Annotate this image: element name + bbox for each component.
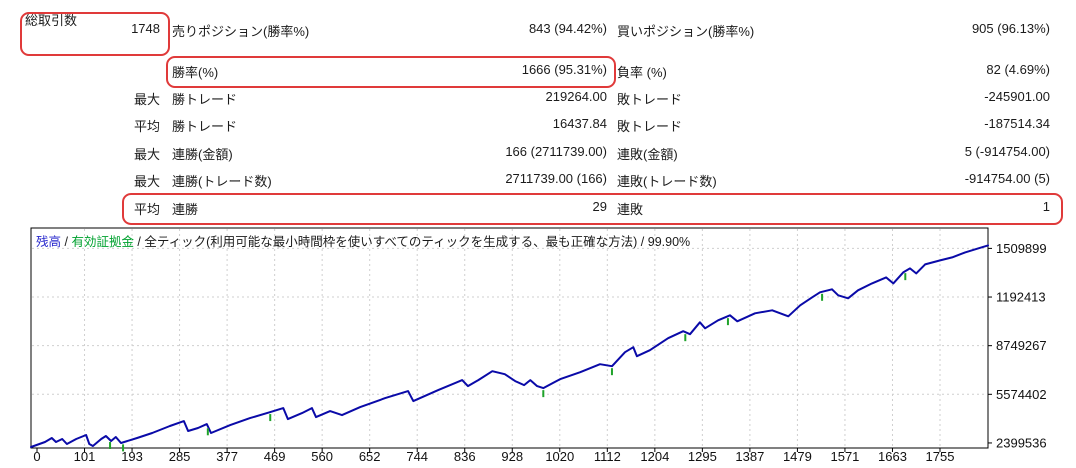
x-axis-label: 101: [74, 449, 96, 464]
x-axis-label: 1020: [545, 449, 574, 464]
x-axis-label: 560: [311, 449, 333, 464]
stat-value: 82 (4.69%): [986, 62, 1050, 77]
stats-row: 総取引数 1748 売りポジション(勝率%) 843 (94.42%) 買いポジション(…: [0, 13, 1076, 39]
legend-balance-label: 残高: [36, 235, 62, 249]
stats-row: 勝率(%) 1666 (95.31%) 負率 (%) 82 (4.69%): [0, 62, 1076, 80]
stat-value: -245901.00: [984, 89, 1050, 104]
x-axis-label: 285: [169, 449, 191, 464]
stat-prefix: 平均: [134, 202, 161, 217]
stat-value: 16437.84: [552, 116, 607, 131]
stats-row: 最大 勝トレード 219264.00 敗トレード -245901.00: [0, 89, 1076, 107]
stat-value: 2711739.00 (166): [505, 171, 607, 186]
x-axis-label: 928: [501, 449, 523, 464]
stat-value: -914754.00 (5): [964, 171, 1050, 186]
stat-label-total-trades: 総取引数: [25, 13, 78, 28]
x-axis-label: 1571: [830, 449, 859, 464]
x-axis-label: 1387: [735, 449, 764, 464]
x-axis-label: 1479: [783, 449, 812, 464]
x-axis-label: 1663: [878, 449, 907, 464]
stat-prefix: 最大: [134, 147, 161, 162]
stat-value: 1: [1042, 199, 1050, 214]
stat-label: 負率 (%): [617, 65, 667, 80]
stat-label: 勝トレード: [172, 119, 238, 134]
stat-label: 敗トレード: [617, 119, 683, 134]
stat-label: 連敗(トレード数): [617, 174, 717, 189]
stat-prefix: 平均: [134, 119, 161, 134]
stat-label: 連勝(金額): [172, 147, 233, 162]
stat-label: 買いポジション(勝率%): [617, 24, 755, 39]
y-axis-label: 5574402: [996, 387, 1047, 402]
stat-value: 219264.00: [545, 89, 607, 104]
x-axis-label: 1204: [640, 449, 669, 464]
x-axis-label: 652: [359, 449, 381, 464]
chart-border: [30, 227, 989, 449]
stat-value: 843 (94.42%): [528, 21, 607, 36]
stat-value: 5 (-914754.00): [964, 144, 1050, 159]
stat-prefix: 最大: [134, 174, 161, 189]
stat-label: 連勝(トレード数): [172, 174, 272, 189]
stat-label: 勝率(%): [172, 65, 219, 80]
stat-label: 売りポジション(勝率%): [172, 24, 310, 39]
y-axis-label: 1192413: [996, 290, 1046, 305]
stat-value: 905 (96.13%): [971, 21, 1050, 36]
x-axis-label: 469: [264, 449, 286, 464]
x-axis-label: 1112: [594, 449, 621, 464]
stat-value: 166 (2711739.00): [505, 144, 607, 159]
x-axis-label: 377: [216, 449, 238, 464]
legend-separator: /: [61, 235, 72, 249]
chart-legend: 残高 / 有効証拠金 / 全ティック(利用可能な最小時間枠を使いすべてのティック…: [36, 231, 690, 250]
stat-value: 29: [592, 199, 607, 214]
stat-label: 勝トレード: [172, 92, 238, 107]
y-axis-label: 2399536: [996, 435, 1047, 450]
legend-equity-label: 有効証拠金: [71, 235, 134, 249]
stats-row: 平均 連勝 29 連敗 1: [0, 199, 1076, 217]
stats-row: 最大 連勝(トレード数) 2711739.00 (166) 連敗(トレード数) -914…: [0, 171, 1076, 189]
stat-label: 敗トレード: [617, 92, 683, 107]
y-axis-label: 1509899: [996, 241, 1047, 256]
stat-prefix: 最大: [134, 92, 161, 107]
x-axis-label: 836: [454, 449, 476, 464]
stat-label: 連敗: [617, 202, 644, 217]
x-axis-label: 744: [406, 449, 428, 464]
x-axis-label: 193: [121, 449, 143, 464]
stat-label: 連勝: [172, 202, 199, 217]
legend-model-quality-label: 全ティック(利用可能な最小時間枠を使いすべてのティックを生成する、最も正確な方法…: [144, 235, 691, 249]
stats-row: 最大 連勝(金額) 166 (2711739.00) 連敗(金額) 5 (-914754…: [0, 144, 1076, 162]
x-axis-label: 1755: [926, 449, 955, 464]
x-axis-label: 1295: [688, 449, 717, 464]
legend-separator: /: [133, 235, 145, 249]
y-axis-label: 8749267: [996, 338, 1047, 353]
stats-row: 平均 勝トレード 16437.84 敗トレード -187514.34: [0, 116, 1076, 134]
stat-value: -187514.34: [984, 116, 1050, 131]
stat-value: 1666 (95.31%): [521, 62, 607, 77]
x-axis-label: 0: [33, 449, 40, 464]
stat-value-total-trades: 1748: [131, 21, 160, 36]
stat-label: 連敗(金額): [617, 147, 678, 162]
balance-line: [30, 244, 989, 448]
